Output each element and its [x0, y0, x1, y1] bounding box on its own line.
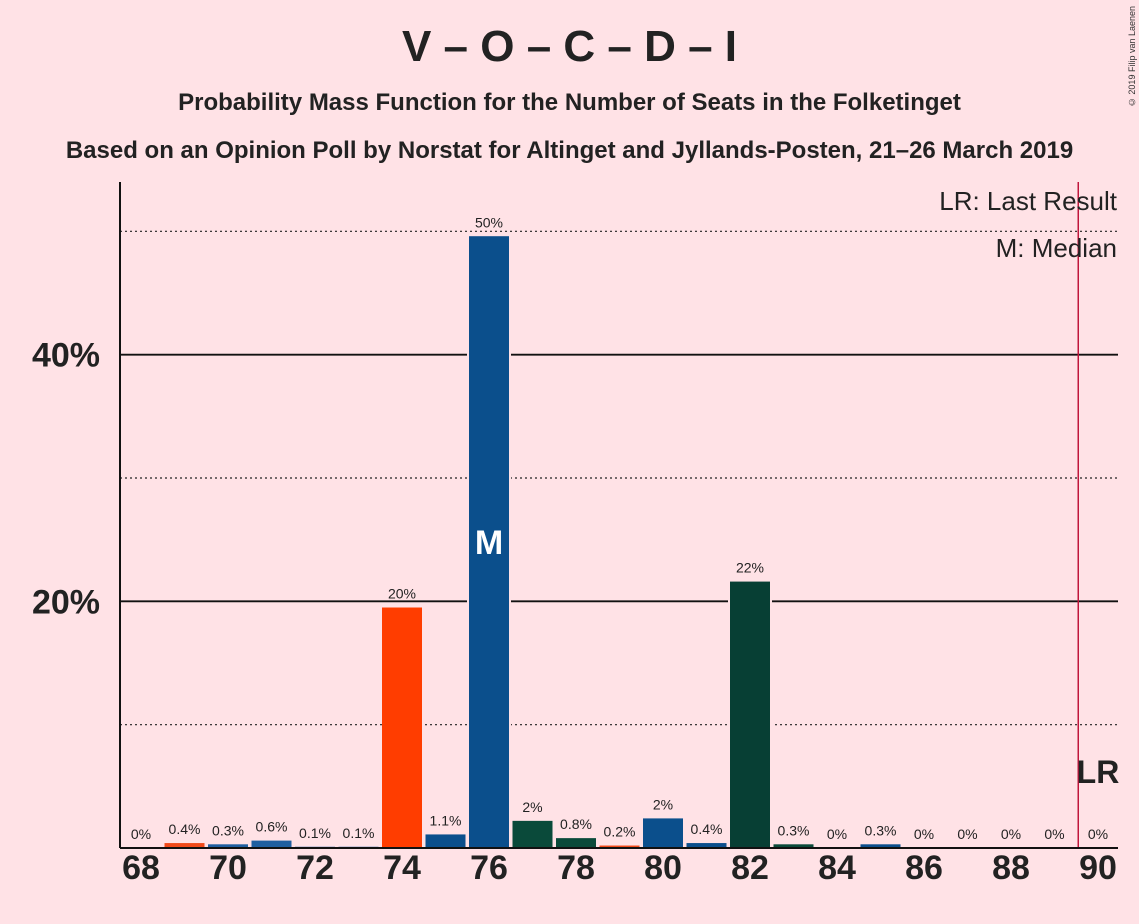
x-tick-label: 70 — [209, 849, 247, 887]
x-tick-label: 90 — [1079, 849, 1117, 887]
bar-value-label: 0.1% — [299, 825, 331, 841]
bar-value-label: 0% — [1088, 826, 1108, 842]
x-tick-label: 88 — [992, 849, 1030, 887]
x-tick-label: 76 — [470, 849, 508, 887]
bar-value-label: 50% — [475, 214, 503, 230]
bar-value-label: 0% — [1044, 826, 1064, 842]
bar — [556, 838, 596, 848]
bar-value-label: 0.4% — [691, 821, 723, 837]
bar-value-label: 1.1% — [430, 812, 462, 828]
bar — [382, 607, 422, 848]
x-tick-label: 78 — [557, 849, 595, 887]
bar — [686, 843, 727, 848]
bar-value-label: 0.3% — [778, 822, 810, 838]
bar-value-label: 22% — [736, 560, 764, 576]
bar — [164, 843, 205, 848]
bar-value-label: 0.4% — [169, 821, 201, 837]
bar-value-label: 20% — [388, 586, 416, 602]
x-tick-label: 68 — [122, 849, 160, 887]
bar-value-label: 2% — [522, 799, 542, 815]
legend-last-result: LR: Last Result — [939, 186, 1118, 216]
x-tick-label: 86 — [905, 849, 943, 887]
bar — [469, 236, 509, 848]
bar-value-label: 2% — [653, 796, 673, 812]
x-tick-label: 74 — [383, 849, 421, 887]
bar-value-label: 0.1% — [343, 825, 375, 841]
last-result-marker: LR — [1077, 754, 1120, 790]
bar — [512, 820, 553, 848]
bar-value-label: 0.8% — [560, 816, 592, 832]
x-tick-label: 84 — [818, 849, 856, 887]
bar — [208, 844, 248, 848]
y-tick-label: 40% — [32, 337, 100, 375]
median-marker: M — [475, 524, 503, 562]
y-tick-label: 20% — [32, 583, 100, 621]
bar — [860, 844, 901, 848]
legend-median: M: Median — [996, 233, 1117, 263]
bar-value-label: 0% — [957, 826, 977, 842]
chart-subtitle-source: Based on an Opinion Poll by Norstat for … — [65, 137, 1074, 164]
bar-value-label: 0% — [827, 826, 847, 842]
bar-value-label: 0% — [1001, 826, 1021, 842]
bar — [251, 840, 292, 848]
chart-subtitle: Probability Mass Function for the Number… — [178, 89, 961, 116]
x-tick-label: 80 — [644, 849, 682, 887]
bar — [643, 818, 683, 848]
bar — [773, 844, 814, 848]
x-tick-label: 72 — [296, 849, 334, 887]
bar-value-label: 0% — [914, 826, 934, 842]
bar-value-label: 0% — [131, 826, 151, 842]
bar-value-label: 0.3% — [865, 822, 897, 838]
bar-value-label: 0.2% — [604, 824, 636, 840]
bar-value-label: 0.3% — [212, 822, 244, 838]
bar — [599, 845, 640, 848]
bar — [730, 581, 770, 848]
chart-title: V – O – C – D – I — [401, 22, 738, 71]
bar — [425, 834, 466, 848]
bar-value-label: 0.6% — [256, 819, 288, 835]
x-tick-label: 82 — [731, 849, 769, 887]
